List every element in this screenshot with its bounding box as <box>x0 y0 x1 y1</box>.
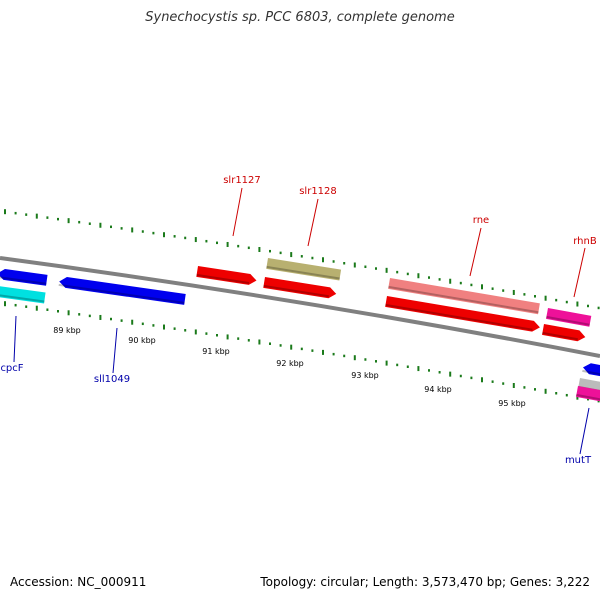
kbp-label: 90 kbp <box>128 336 156 345</box>
feature-rhnB-box-shape[interactable] <box>546 308 592 327</box>
feature-mutT-shape[interactable] <box>576 386 600 402</box>
gene-label-bottom: sll1049 <box>94 374 130 385</box>
feature-cpcF[interactable] <box>0 286 46 304</box>
gene-label-top: slr1127 <box>223 175 261 186</box>
feature-sll1049[interactable] <box>58 276 186 305</box>
feature-mutT[interactable] <box>576 386 600 402</box>
feature-rhnB-shape[interactable] <box>542 324 586 343</box>
feature-cpcF-shape[interactable] <box>0 286 46 304</box>
feature-slr1128-shape[interactable] <box>263 277 337 299</box>
feature-slr1128-box-shade <box>266 265 340 280</box>
gene-label-bottom: cpcF <box>0 363 23 374</box>
feature-slr1127-shape[interactable] <box>196 266 257 286</box>
feature-rhnB-shade <box>542 331 578 341</box>
gene-label-top: slr1128 <box>299 186 337 197</box>
feature-sll1049-shade <box>58 283 185 304</box>
feature-cpcF-top-shape[interactable] <box>0 268 48 286</box>
kbp-label: 89 kbp <box>53 326 81 335</box>
feature-cpcF-shade <box>0 293 45 303</box>
kbp-label: 92 kbp <box>276 359 304 368</box>
accession-label: Accession: NC_000911 <box>10 575 147 589</box>
feature-slr1128-box-shape[interactable] <box>266 258 342 281</box>
inner-tick-track <box>4 301 600 403</box>
feature-rhnB[interactable] <box>542 324 586 343</box>
kbp-label: 94 kbp <box>424 385 452 394</box>
leader-bottom <box>112 327 118 374</box>
leader-top <box>307 198 319 247</box>
gene-label-top: rne <box>473 215 489 226</box>
feature-rne-shape[interactable] <box>385 296 541 333</box>
feature-rne-shade <box>385 303 533 331</box>
feature-slr1128[interactable] <box>263 277 337 299</box>
feature-sll1049-shape[interactable] <box>58 276 186 305</box>
kbp-label: 95 kbp <box>498 399 526 408</box>
feature-cpcF-top[interactable] <box>0 268 48 286</box>
feature-slr1127[interactable] <box>196 266 257 286</box>
leader-top <box>573 247 586 298</box>
feature-mutT-shade <box>576 393 600 401</box>
feature-rhnB-box-shade <box>546 315 590 326</box>
feature-mutT-top-shade <box>582 369 600 376</box>
topology-label: Topology: circular; Length: 3,573,470 bp… <box>260 575 590 589</box>
genome-backbone <box>0 256 600 358</box>
feature-mutT-top-shape[interactable] <box>582 362 600 377</box>
feature-rne-box[interactable] <box>388 278 540 315</box>
leader-top <box>232 187 243 237</box>
map-title: Synechocystis sp. PCC 6803, complete gen… <box>145 10 455 25</box>
kbp-label: 91 kbp <box>202 347 230 356</box>
feature-cpcF-top-shade <box>0 275 47 285</box>
kbp-scale-labels: 89 kbp 90 kbp 91 kbp 92 kbp 93 kbp 94 kbp 95 k… <box>53 326 526 408</box>
gene-features[interactable] <box>0 258 600 402</box>
gene-label-top: rhnB <box>573 236 597 247</box>
feature-slr1127-shade <box>196 273 250 284</box>
feature-slr1128-shade <box>263 284 329 298</box>
outer-tick-track <box>4 209 600 310</box>
feature-mutT-top[interactable] <box>582 362 600 377</box>
feature-rne-box-shape[interactable] <box>388 278 540 315</box>
gene-labels: slr1127 slr1128 rne rhnB cpcF sll1049 mutT <box>0 175 596 466</box>
feature-rne[interactable] <box>385 296 541 333</box>
leader-top <box>469 227 482 277</box>
leader-bottom <box>579 407 590 455</box>
label-leaders <box>13 187 590 455</box>
gene-label-bottom: mutT <box>565 455 592 466</box>
feature-rne-box-shade <box>388 285 539 314</box>
feature-slr1128-box[interactable] <box>266 258 342 281</box>
leader-bottom <box>13 315 17 363</box>
feature-rhnB-box[interactable] <box>546 308 592 327</box>
kbp-label: 93 kbp <box>351 371 379 380</box>
